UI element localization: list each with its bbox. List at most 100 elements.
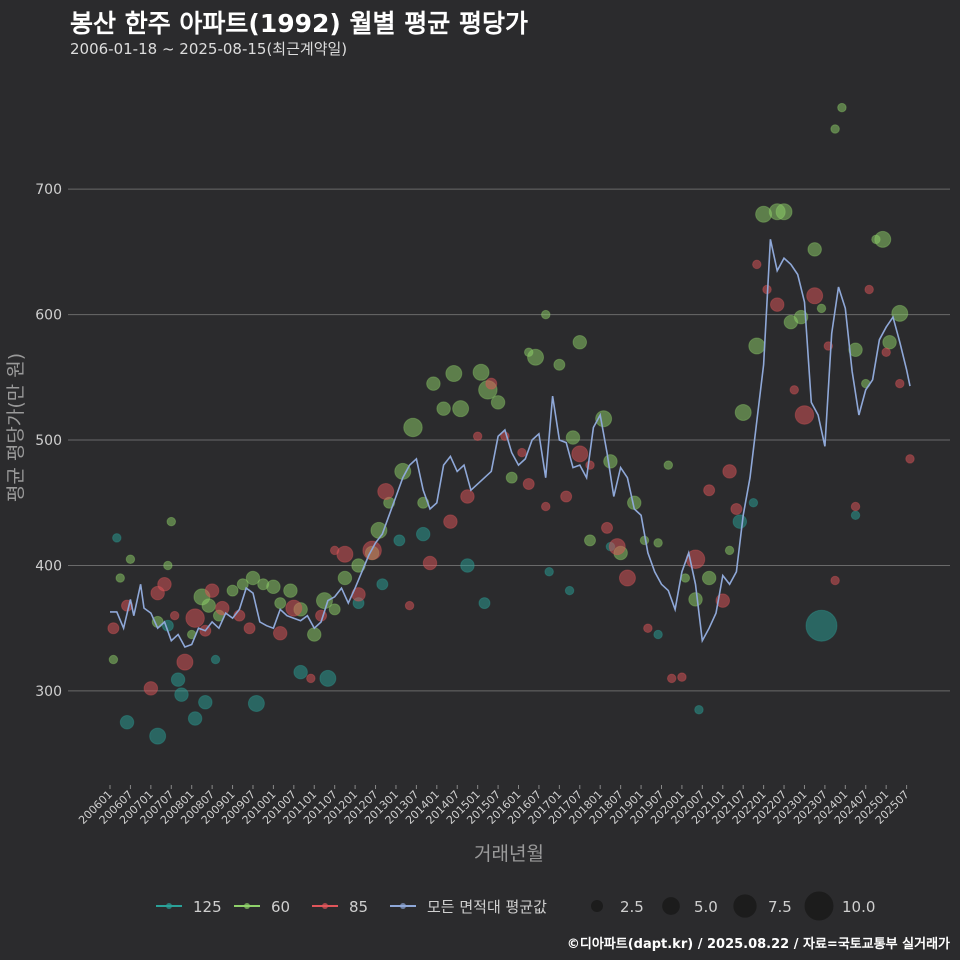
legend-size-item: 2.5 (590, 898, 644, 916)
data-point-60 (688, 592, 703, 607)
data-point-85 (571, 445, 589, 463)
data-point-60 (115, 573, 125, 583)
data-point-125 (460, 558, 475, 573)
data-point-60 (724, 545, 735, 556)
data-point-85 (722, 464, 737, 479)
data-point-60 (328, 603, 341, 616)
data-point-60 (874, 230, 892, 248)
data-point-60 (775, 203, 793, 221)
data-point-60 (436, 401, 451, 416)
data-point-85 (404, 600, 415, 611)
data-point-85 (864, 284, 874, 295)
data-point-125 (393, 534, 406, 547)
data-point-60 (226, 584, 239, 597)
x-axis-ticks: 2006012006072007012007072008012008072009… (76, 785, 912, 827)
data-point-125 (170, 672, 186, 687)
data-point-85 (769, 297, 785, 312)
data-point-125 (478, 597, 491, 610)
legend-label: 125 (193, 898, 222, 916)
legend-size-label: 7.5 (768, 898, 792, 916)
legend-size-item: 7.5 (733, 894, 792, 918)
data-point-60 (565, 430, 581, 445)
data-point-125 (187, 711, 203, 726)
data-point-60 (445, 365, 463, 383)
data-point-85 (285, 599, 303, 617)
legend-label: 60 (271, 898, 290, 916)
legend-item-s125: 125 (156, 898, 222, 916)
y-tick-label: 500 (35, 433, 62, 449)
y-axis-ticks: 300 400 500 600 700 (35, 182, 62, 700)
data-point-85 (204, 583, 220, 598)
data-point-85 (677, 672, 687, 682)
data-point-85 (185, 608, 205, 628)
data-point-60 (527, 348, 545, 366)
data-point-85 (850, 501, 861, 512)
legend-size-label: 10.0 (842, 898, 875, 916)
data-point-85 (517, 447, 527, 458)
data-point-85 (443, 514, 458, 529)
data-point-125 (694, 704, 704, 715)
data-point-60 (807, 242, 822, 257)
data-point-85 (806, 287, 824, 305)
data-point-60 (680, 573, 691, 583)
data-point-60 (370, 521, 388, 539)
data-point-85 (618, 569, 636, 587)
data-point-85 (460, 489, 475, 504)
chart-title: 봉산 한주 아파트(1992) 월별 평균 평당가 (70, 9, 528, 38)
data-point-85 (752, 259, 762, 270)
legend: 125 60 85 모든 면적대 평균값 2.5 5.0 7.5 10.0 (156, 891, 875, 921)
legend-size-label: 5.0 (694, 898, 718, 916)
data-point-60 (837, 102, 847, 113)
data-point-60 (403, 417, 423, 438)
data-point-85 (157, 577, 172, 592)
data-point-60 (337, 570, 353, 586)
data-point-125 (415, 526, 431, 542)
data-point-60 (266, 579, 281, 595)
y-tick-label: 600 (35, 308, 62, 324)
legend-size-item: 5.0 (662, 897, 718, 916)
data-point-85 (215, 600, 230, 616)
data-point-60 (163, 560, 173, 571)
legend-size-label: 2.5 (620, 898, 644, 916)
chart-subtitle: 2006-01-18 ~ 2025-08-15(최근계약일) (70, 40, 348, 58)
data-points (107, 102, 915, 745)
data-point-85 (643, 623, 653, 633)
data-point-125 (850, 510, 861, 521)
data-point-125 (376, 578, 389, 591)
data-point-85 (608, 538, 626, 556)
data-point-85 (107, 622, 120, 635)
data-point-125 (805, 609, 838, 642)
data-point-125 (319, 669, 337, 687)
data-point-60 (572, 334, 588, 350)
legend-dot (322, 903, 328, 909)
data-point-85 (540, 501, 551, 512)
data-point-125 (653, 629, 663, 640)
data-point-60 (603, 454, 618, 469)
data-point-85 (306, 673, 316, 684)
legend-size-circle (804, 891, 834, 921)
data-point-60 (891, 304, 909, 322)
data-point-125 (748, 498, 759, 508)
data-point-60 (201, 598, 216, 613)
data-point-60 (426, 376, 441, 391)
data-point-85 (422, 555, 438, 571)
data-point-85 (585, 460, 595, 470)
legend-label: 모든 면적대 평균값 (427, 898, 547, 916)
data-point-60 (553, 358, 566, 371)
legend-dot (400, 903, 406, 909)
data-point-60 (540, 309, 551, 320)
y-tick-label: 400 (35, 558, 62, 574)
data-point-60 (830, 124, 840, 134)
data-point-60 (584, 534, 596, 547)
legend-size-item: 10.0 (804, 891, 875, 921)
data-point-125 (198, 694, 213, 710)
data-point-60 (793, 309, 809, 325)
data-point-125 (564, 585, 575, 596)
data-point-60 (734, 403, 752, 421)
source-caption: ©디아파트(dapt.kr) / 2025.08.22 / 자료=국토교통부 실… (566, 937, 950, 952)
data-point-85 (703, 484, 716, 497)
data-point-85 (601, 521, 614, 534)
data-point-60 (283, 583, 298, 598)
legend-item-s60: 60 (234, 898, 290, 916)
